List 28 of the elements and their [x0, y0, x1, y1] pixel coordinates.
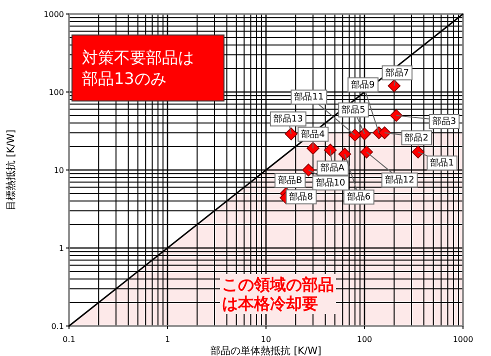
annotation: 部品10: [316, 178, 346, 188]
y-tick-label: 1: [58, 244, 64, 253]
annotation: 部品A: [320, 162, 346, 174]
annotation: 部品5: [342, 104, 366, 116]
y-axis-title: 目標熱抵抗 [K/W]: [5, 130, 17, 210]
x-tick-label: 100: [356, 335, 372, 344]
y-tick-label: 1000: [44, 10, 64, 19]
annotation: 部品13: [273, 113, 303, 124]
annotation: 部品6: [346, 192, 371, 203]
band-label: この領域の部品は本格冷却要: [222, 275, 334, 313]
annotation: 部品12: [384, 174, 414, 186]
x-tick-label: 1: [164, 335, 170, 344]
annotation: 部品9: [351, 79, 376, 90]
annotation: 部品B: [278, 174, 302, 186]
annotation: 部品2: [404, 132, 428, 144]
y-tick-label: 100: [48, 88, 64, 97]
annotation: 部品8: [289, 191, 314, 202]
annotation: 部品3: [432, 116, 456, 127]
annotation: 部品11: [294, 92, 324, 103]
x-axis-title: 部品の単体熱抵抗 [K/W]: [210, 345, 322, 356]
y-tick-label: 0.1: [51, 322, 64, 331]
x-tick-label: 0.1: [62, 335, 76, 344]
x-tick-label: 1000: [452, 335, 474, 344]
annotation: 部品7: [385, 67, 410, 78]
annotation: 対策不要部品は部品13のみ: [82, 48, 194, 88]
y-tick-label: 10: [54, 166, 64, 175]
annotation: 部品1: [430, 158, 454, 169]
x-tick-label: 10: [260, 335, 272, 344]
